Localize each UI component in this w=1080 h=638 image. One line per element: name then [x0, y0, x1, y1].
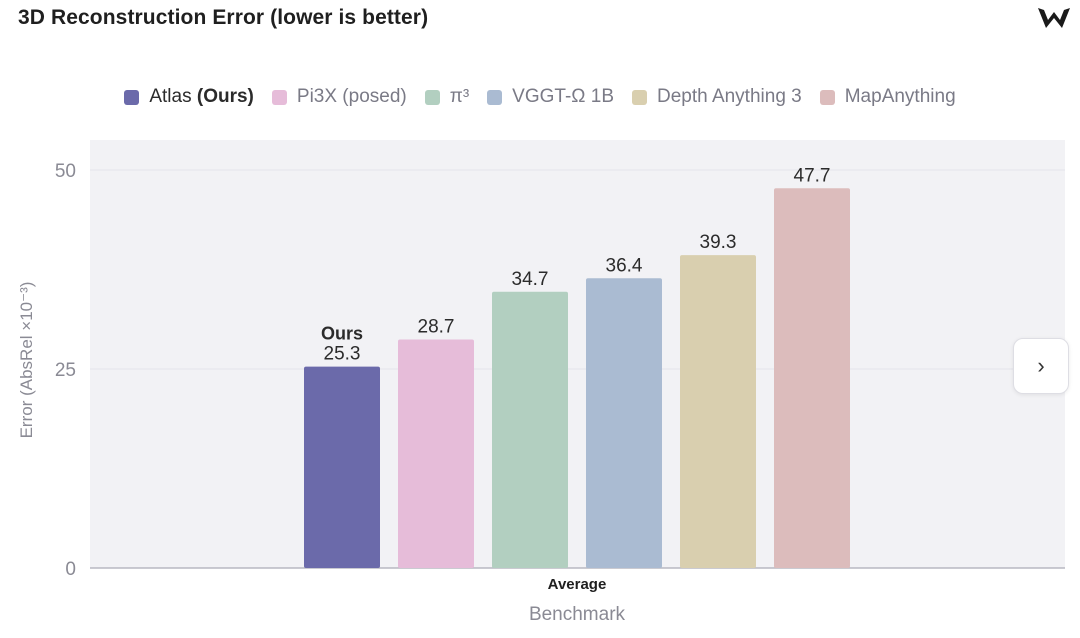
legend-series-name: Pi3X (posed)	[296, 86, 407, 107]
legend-label: Pi3X (posed)	[297, 86, 407, 108]
legend: Atlas (Ours) Pi3X (posed) π³ VGGT-Ω 1B Depth…	[0, 86, 1080, 108]
bar	[398, 339, 474, 568]
chevron-right-icon: ›	[1037, 353, 1045, 378]
bar	[304, 366, 380, 568]
legend-series-suffix: (Ours)	[191, 86, 254, 107]
legend-item[interactable]: Pi3X (posed)	[271, 86, 407, 108]
legend-label: VGGT-Ω 1B	[512, 86, 614, 108]
y-tick-label: 25	[55, 360, 76, 381]
bar-annotation-label: Ours	[321, 324, 363, 344]
y-tick-label: 50	[55, 161, 76, 182]
bar-value-label: 34.7	[512, 269, 549, 290]
x-axis-title: Benchmark	[529, 604, 626, 625]
legend-swatch	[124, 89, 140, 105]
legend-label: MapAnything	[845, 86, 956, 108]
x-tick-label: Average	[548, 576, 607, 593]
bar-value-label: 47.7	[794, 165, 831, 186]
legend-label: Atlas (Ours)	[149, 86, 254, 108]
legend-swatch	[632, 89, 648, 105]
bar-value-label: 25.3	[324, 344, 361, 365]
legend-series-name: Depth Anything 3	[657, 86, 802, 107]
bar-value-label: 36.4	[606, 255, 643, 276]
bar-value-label: 39.3	[700, 232, 737, 253]
bar	[586, 278, 662, 568]
legend-item[interactable]: π³	[424, 86, 469, 108]
bar	[680, 255, 756, 568]
legend-series-name: π³	[449, 86, 470, 107]
legend-item[interactable]: Depth Anything 3	[632, 86, 802, 108]
legend-swatch	[271, 89, 287, 105]
legend-series-name: MapAnything	[844, 86, 956, 107]
bar-value-label: 28.7	[418, 317, 455, 338]
next-button[interactable]: ›	[1013, 338, 1069, 394]
bar	[492, 291, 568, 568]
logo-icon	[1038, 8, 1070, 28]
legend-swatch	[487, 89, 503, 105]
legend-label: Depth Anything 3	[657, 86, 802, 108]
legend-item[interactable]: VGGT-Ω 1B	[487, 86, 614, 108]
plot-area	[90, 140, 1065, 568]
y-tick-label: 0	[65, 559, 76, 580]
legend-swatch	[424, 89, 440, 105]
legend-series-name: Atlas	[149, 86, 192, 107]
legend-swatch	[819, 89, 835, 105]
legend-item[interactable]: MapAnything	[819, 86, 956, 108]
legend-series-name: VGGT-Ω 1B	[512, 86, 615, 107]
chart-title: 3D Reconstruction Error (lower is better…	[18, 6, 429, 29]
bar	[774, 188, 850, 569]
legend-label: π³	[450, 86, 469, 108]
y-axis-title: Error (AbsRel ×10⁻³)	[17, 282, 36, 439]
legend-item[interactable]: Atlas (Ours)	[124, 86, 254, 108]
